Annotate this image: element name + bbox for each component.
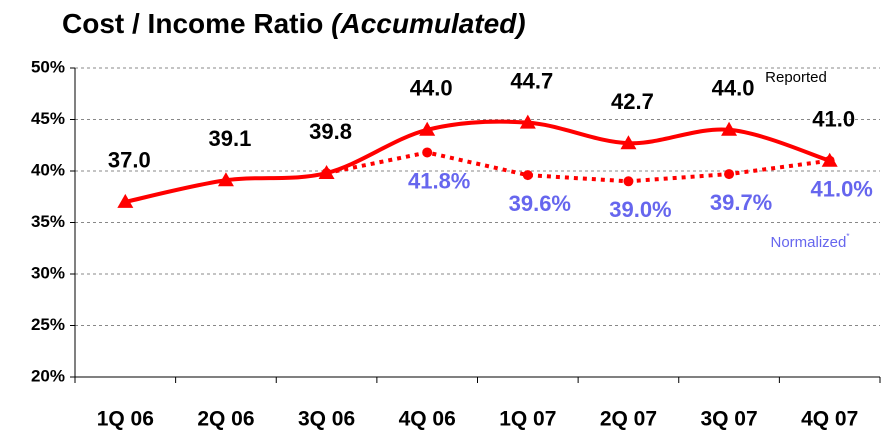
data-label: 39.1 [209,126,252,151]
title-emphasis: (Accumulated) [331,8,525,39]
series-line [326,150,830,184]
marker [321,168,332,179]
x-tick-label: 2Q 07 [600,408,657,431]
data-label: 37.0 [108,148,151,173]
marker [620,135,637,150]
marker [724,169,735,180]
data-label: 39.0% [609,197,671,222]
title-main: Cost / Income Ratio [62,8,323,39]
marker [623,176,634,187]
data-label: 39.8 [309,119,352,144]
marker [824,155,835,166]
y-tick-label: 35% [31,212,65,231]
marker [419,121,436,136]
y-tick-label: 45% [31,109,65,128]
y-tick-label: 25% [31,315,65,334]
y-tick-label: 30% [31,263,65,282]
marker [217,172,234,187]
y-tick-label: 40% [31,160,65,179]
legend-mark: * [846,232,849,241]
marker [522,170,533,181]
data-label: 41.0% [810,177,872,202]
data-label: 44.7 [510,68,553,93]
data-label: 44.0 [712,76,755,101]
data-label: 41.8% [408,168,470,193]
legend-label: Normalized* [771,232,850,251]
x-tick-label: 1Q 06 [97,408,154,431]
data-label: 44.0 [410,76,453,101]
x-tick-label: 2Q 06 [197,408,254,431]
y-tick-label: 50% [31,57,65,76]
series-line [124,119,831,204]
data-label: 39.7% [710,190,772,215]
data-label: 42.7 [611,89,654,114]
y-tick-label: 20% [31,366,65,385]
x-tick-label: 1Q 07 [499,408,556,431]
legend-name: Normalized [771,234,847,251]
marker [721,121,738,136]
marker [422,147,433,158]
legend-label: Reported [765,69,827,86]
marker [519,114,536,129]
chart-title: Cost / Income Ratio (Accumulated) [62,8,526,39]
data-label: 39.6% [509,191,571,216]
x-tick-label: 3Q 06 [298,408,355,431]
data-label: 41.0 [812,107,855,132]
x-tick-label: 3Q 07 [700,408,757,431]
x-tick-label: 4Q 07 [801,408,858,431]
x-tick-label: 4Q 06 [399,408,456,431]
marker [117,193,134,208]
